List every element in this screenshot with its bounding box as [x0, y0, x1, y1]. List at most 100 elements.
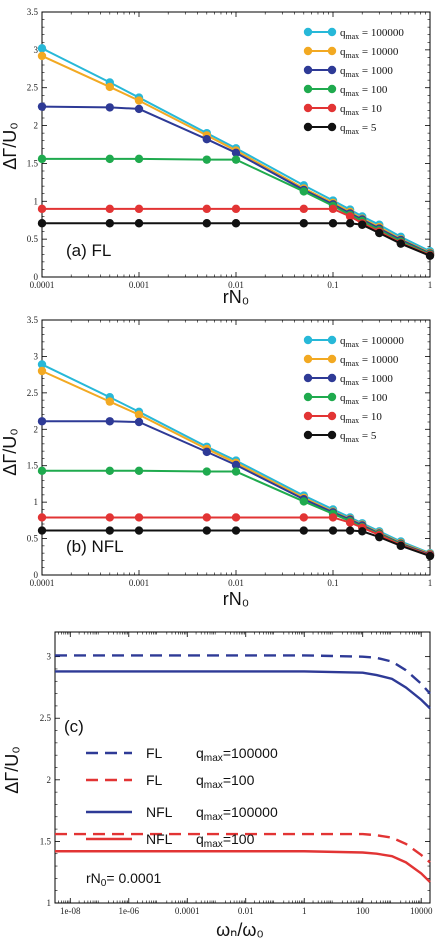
legend-label: qmax = 5 [340, 122, 377, 136]
x-tick-label: 1e-08 [60, 906, 81, 916]
y-tick-label: 3.5 [27, 7, 39, 17]
legend-label-sub: max [346, 32, 360, 41]
legend-marker [327, 103, 337, 113]
data-point [105, 513, 115, 522]
data-point [105, 154, 115, 164]
legend-label: qmax = 100 [340, 392, 388, 406]
data-point [345, 212, 355, 221]
legend-label-sub: max [204, 839, 223, 850]
legend-label-q: q [196, 745, 204, 761]
legend-label-sub: max [346, 89, 360, 98]
legend-label-sub: max [346, 359, 360, 368]
y-tick-label: 2 [34, 121, 39, 131]
legend-label-rest: = 100 [359, 392, 388, 404]
x-tick-label: 0.1 [327, 578, 338, 588]
legend-label-sub: max [204, 812, 223, 823]
chart-panel-c: 1 1.5 2 2.5 3 1e-08 1e-06 0.0001 0.01 1 100 10000 FL… [2, 631, 433, 940]
legend-label-rest: = 10 [359, 411, 382, 423]
data-point [202, 155, 212, 164]
y-tick-label: 1.5 [27, 461, 39, 471]
y-tick-label: 1 [47, 898, 52, 908]
legend-marker [327, 27, 337, 37]
x-tick-label: 1 [428, 578, 433, 588]
legend-label-sub: max [204, 753, 223, 764]
legend-label-sub: max [346, 397, 360, 406]
x-tick-label: 1e-06 [119, 906, 140, 916]
legend-label-rest: = 5 [359, 122, 377, 134]
data-point [37, 44, 47, 53]
data-point [37, 526, 47, 535]
x-tick-label: 0.1 [327, 280, 338, 290]
x-tick-label: 0.0001 [175, 906, 200, 916]
data-point [105, 397, 115, 406]
legend-label-q: q [340, 103, 346, 115]
y-axis-label: ΔΓ/U₀ [2, 746, 22, 793]
legend-label: qmax = 10000 [340, 354, 399, 368]
x-tick-label: 100 [356, 906, 370, 916]
legend-marker [327, 46, 337, 56]
y-tick-label: 0 [34, 272, 39, 282]
legend-marker [303, 103, 313, 113]
legend-label-rest: = 1000 [359, 65, 393, 77]
panel-label: (a) FL [66, 241, 111, 260]
legend-label-rest: = 5 [359, 430, 377, 442]
annotation-sub: 0 [101, 878, 107, 889]
x-tick-label: 10000 [410, 906, 433, 916]
legend-marker [327, 392, 337, 402]
data-point [328, 219, 338, 228]
legend-label: qmax=100000 [196, 804, 278, 823]
data-point [202, 467, 212, 476]
legend-label: qmax = 1000 [340, 373, 393, 387]
legend-label-rest: = 10000 [359, 354, 399, 366]
y-tick-label: 1 [34, 196, 39, 206]
legend-label: qmax = 1000 [340, 65, 393, 79]
y-tick-label: 1.5 [27, 158, 39, 168]
data-point [202, 447, 212, 457]
y-tick-label: 1.5 [40, 836, 52, 846]
data-point [202, 219, 212, 228]
data-point [37, 513, 47, 522]
y-tick-label: 2 [47, 775, 52, 785]
legend-marker [303, 392, 313, 402]
legend-marker [303, 411, 313, 421]
legend-label-model: NFL [146, 804, 173, 820]
legend-label-sub: max [346, 435, 360, 444]
legend-label-rest: =100 [223, 831, 255, 847]
data-point [396, 541, 406, 551]
annotation-r: rN [86, 870, 101, 886]
data-point [134, 104, 144, 114]
x-tick-label: 0.01 [228, 280, 244, 290]
data-point [231, 148, 241, 158]
data-point [345, 526, 355, 535]
y-tick-label: 3 [34, 45, 39, 55]
legend-label: qmax = 10000 [340, 46, 399, 60]
y-tick-label: 3 [34, 351, 39, 361]
x-tick-label: 1 [302, 906, 307, 916]
data-point [37, 219, 47, 228]
annotation-rn0: rN0= 0.0001 [86, 870, 161, 889]
x-tick-label: 0.001 [129, 280, 149, 290]
data-point [299, 204, 309, 214]
data-point [375, 532, 384, 542]
legend-label: qmax = 5 [340, 430, 377, 444]
data-point [231, 155, 241, 164]
legend-label-q: q [340, 46, 346, 58]
legend-label-q: q [340, 27, 346, 39]
legend-marker [303, 354, 313, 364]
legend-label-sub: max [346, 378, 360, 387]
legend-label-rest: =100 [223, 772, 255, 788]
legend-marker [303, 122, 313, 132]
y-tick-label: 1 [34, 497, 39, 507]
legend-label-rest: = 100 [359, 84, 388, 96]
legend-label-sub: max [346, 51, 360, 60]
data-point [231, 467, 241, 476]
legend-label-q: q [340, 373, 346, 385]
y-tick-label: 2 [34, 424, 39, 434]
panel-label: (b) NFL [66, 537, 124, 556]
legend-label-q: q [340, 335, 346, 347]
y-tick-label: 0.5 [27, 534, 39, 544]
legend-label-q: q [196, 804, 204, 820]
legend-marker [327, 411, 337, 421]
data-point [105, 417, 115, 426]
